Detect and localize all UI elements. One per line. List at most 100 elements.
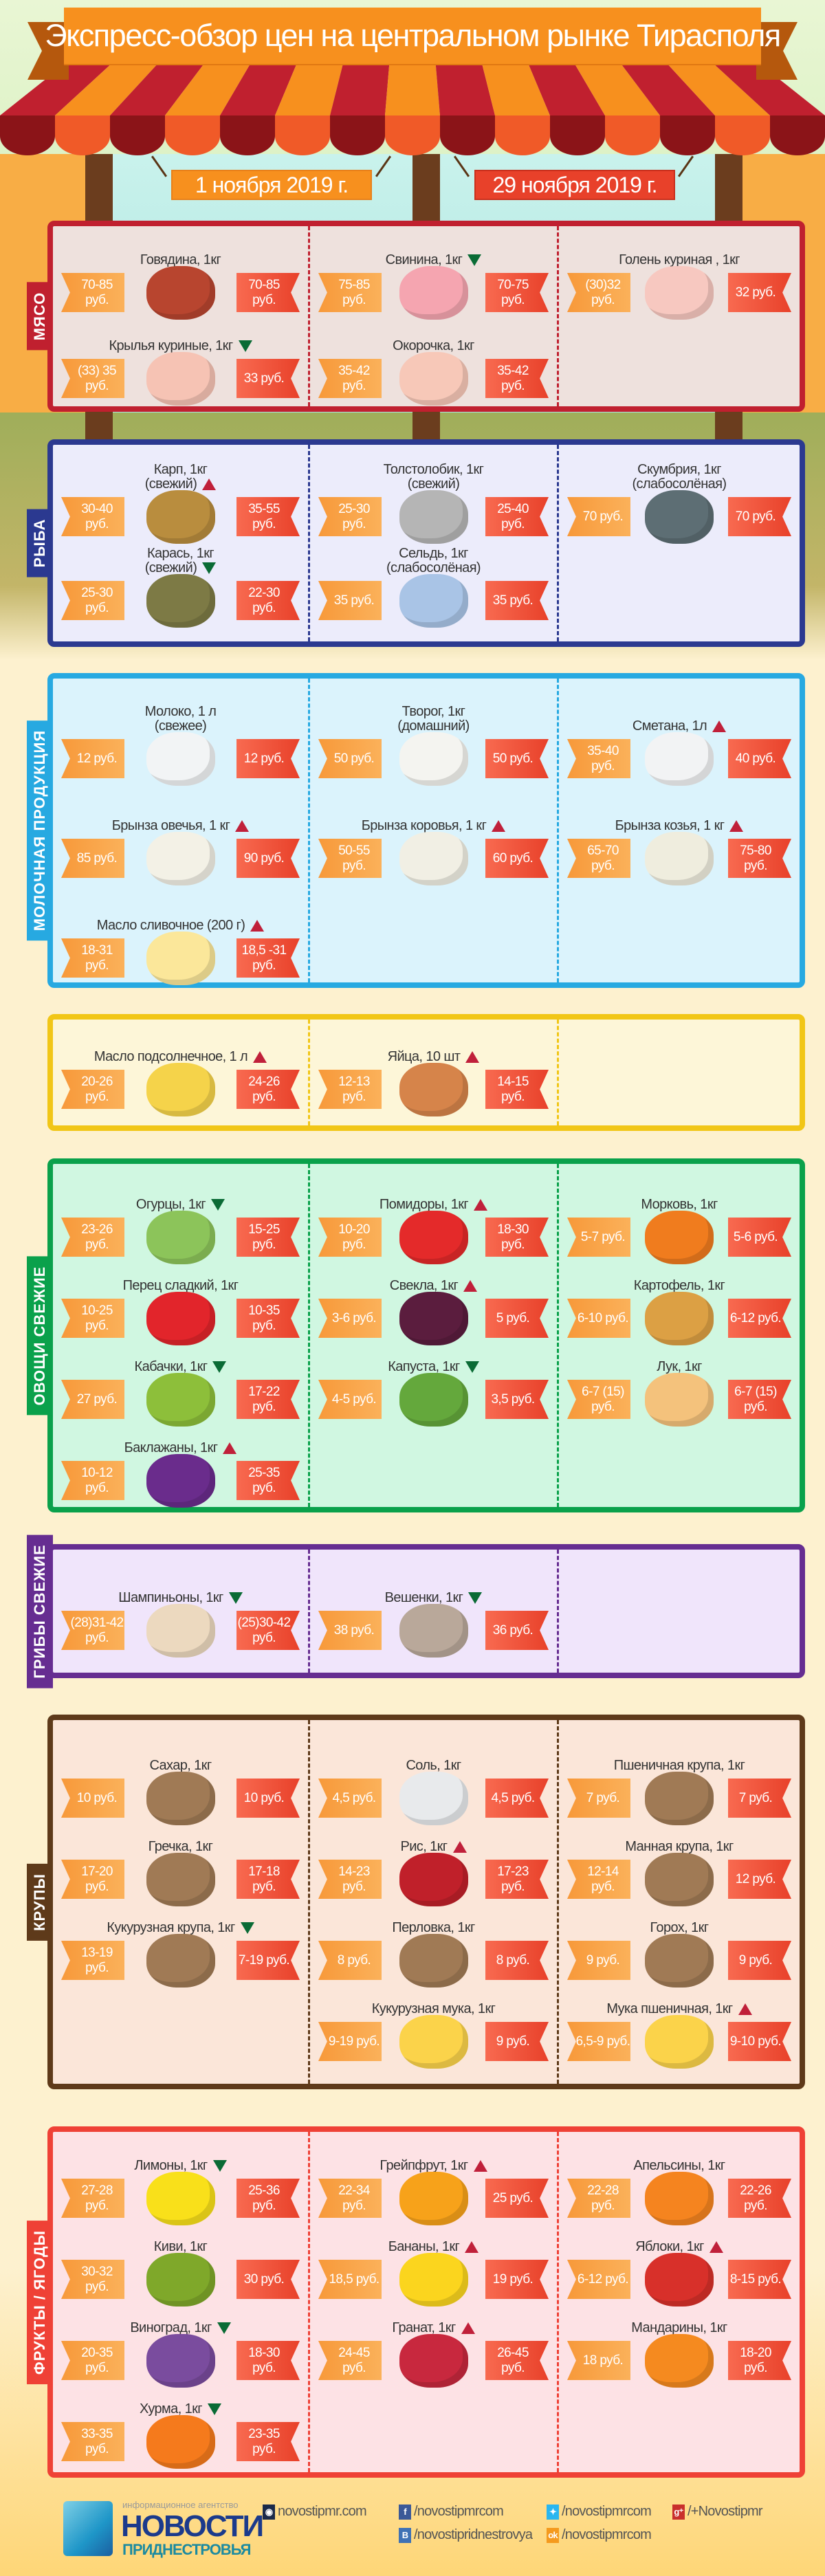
price-row: 65-70 руб. 75-80 руб. <box>559 831 800 885</box>
trend-up-icon <box>712 720 727 733</box>
old-price-tag: (30)32 руб. <box>567 273 630 312</box>
price-row: 22-34 руб. 25 руб. <box>310 2171 557 2225</box>
awning-scallop <box>495 115 550 155</box>
awning-scallop <box>440 115 495 155</box>
price-row: 75-85 руб. 70-75 руб. <box>310 265 557 320</box>
awning-scallop <box>550 115 605 155</box>
old-price-tag: 10 руб. <box>61 1779 124 1818</box>
awning-scallop <box>715 115 770 155</box>
new-price-tag: 30 руб. <box>236 2260 300 2299</box>
new-price-tag: 12 руб. <box>728 1860 791 1899</box>
barley-sack-icon <box>399 1933 468 1988</box>
section-label: ФРУКТЫ / ЯГОДЫ <box>27 2220 53 2384</box>
old-price-tag: 10-20 руб. <box>318 1218 382 1257</box>
social-link[interactable]: ok/novostipmrcom <box>547 2527 652 2543</box>
product-card: Бананы, 1кг 18,5 руб. 19 руб. <box>310 2218 557 2307</box>
price-row: (33) 35 руб. 33 руб. <box>53 351 308 406</box>
section-dairy: МОЛОЧНАЯ ПРОДУКЦИЯ Молоко, 1 л (свежее) 12… <box>27 673 805 988</box>
product-card: Вешенки, 1кг 38 руб. 36 руб. <box>310 1561 557 1658</box>
new-price-tag: 40 руб. <box>728 739 791 778</box>
price-column: Шампиньоны, 1кг (28)31-42 руб. (25)30-42 р… <box>53 1550 308 1673</box>
new-price-tag: 60 руб. <box>485 839 549 878</box>
awning <box>0 65 825 155</box>
section-oil: Масло подсолнечное, 1 л 20-26 руб. 24-26 р… <box>47 1014 805 1131</box>
social-link[interactable]: ◉ novostipmr.com <box>263 2504 367 2520</box>
product-name-row: Брынза овечья, 1 кг <box>53 819 308 833</box>
page-title: Экспресс-обзор цен на центральном рынке … <box>45 18 781 53</box>
product-name: Голень куриная , 1кг <box>619 252 740 267</box>
new-price-tag: 18-20 руб. <box>728 2341 791 2380</box>
price-row: 10-20 руб. 18-30 руб. <box>310 1210 557 1264</box>
product-card: Брынза козья, 1 кг 65-70 руб. 75-80 руб. <box>559 778 800 885</box>
old-price-tag: 20-26 руб. <box>61 1070 124 1109</box>
product-card: Говядина, 1кг 70-85 руб. 70-85 руб. <box>53 226 308 320</box>
awning-stripe <box>622 65 715 115</box>
old-price-tag: 6-7 (15) руб. <box>567 1380 630 1419</box>
old-price-tag: 6-12 руб. <box>567 2260 630 2299</box>
rice-bowl-icon <box>399 1852 468 1906</box>
price-column: Свинина, 1кг 75-85 руб. 70-75 руб. Окорочка… <box>308 226 557 406</box>
product-name-row: Лук, 1кг <box>559 1360 800 1374</box>
product-name-row: Толстолобик, 1кг (свежий) <box>310 463 557 492</box>
price-row: 4,5 руб. 4,5 руб. <box>310 1771 557 1825</box>
awning-scallop <box>770 115 825 155</box>
section-label: РЫБА <box>27 509 53 577</box>
new-price-tag: 26-45 руб. <box>485 2341 549 2380</box>
product-name: Шампиньоны, 1кг <box>118 1590 223 1605</box>
eggs-icon <box>399 1062 468 1116</box>
old-price-tag: (33) 35 руб. <box>61 359 124 398</box>
product-name-row: Сельдь, 1кг (слабосолёная) <box>310 547 557 575</box>
awning-scallop <box>220 115 275 155</box>
old-price-tag: 35-40 руб. <box>567 739 630 778</box>
price-row: 27 руб. 17-22 руб. <box>53 1372 308 1427</box>
price-row: 25-30 руб. 25-40 руб. <box>310 489 557 544</box>
price-column: Морковь, 1кг 5-7 руб. 5-6 руб. Картофель, 1… <box>557 1164 800 1507</box>
product-card: Творог, 1кг (домашний) 50 руб. 50 руб. <box>310 679 557 786</box>
product-name-row: Мука пшеничная, 1кг <box>559 2002 800 2016</box>
new-price-tag: 7 руб. <box>728 1779 791 1818</box>
old-price-tag: 20-35 руб. <box>61 2341 124 2380</box>
new-price-tag: 24-26 руб. <box>236 1070 300 1109</box>
new-price-tag: 6-12 руб. <box>728 1299 791 1338</box>
trend-down-icon <box>212 1361 227 1374</box>
price-row: 70-85 руб. 70-85 руб. <box>53 265 308 320</box>
price-row: 18,5 руб. 19 руб. <box>310 2252 557 2307</box>
product-card: Лук, 1кг 6-7 (15) руб. 6-7 (15) руб. <box>559 1338 800 1427</box>
new-price-tag: 18,5 -31 руб. <box>236 938 300 978</box>
awning-scallop <box>385 115 440 155</box>
product-name: Карась, 1кг (свежий) <box>144 546 214 575</box>
old-price-tag: 24-45 руб. <box>318 2341 382 2380</box>
new-price-tag: 9 руб. <box>485 2022 549 2061</box>
social-link[interactable]: В/novostipridnestrovya <box>399 2527 533 2543</box>
old-price-tag: 6-10 руб. <box>567 1299 630 1338</box>
product-card: Огурцы, 1кг 23-26 руб. 15-25 руб. <box>53 1176 308 1264</box>
price-column: Грейпфрут, 1кг 22-34 руб. 25 руб. Бананы, 1… <box>308 2132 557 2472</box>
price-column: Соль, 1кг 4,5 руб. 4,5 руб. Рис, 1кг 14-23 р… <box>308 1720 557 2084</box>
product-card: Горох, 1кг 9 руб. 9 руб. <box>559 1899 800 1988</box>
product-name-row: Крылья куриные, 1кг <box>53 339 308 353</box>
sugar-sack-icon <box>146 1771 215 1825</box>
product-card: Манная крупа, 1кг 12-14 руб. 12 руб. <box>559 1818 800 1906</box>
product-card: Апельсины, 1кг 22-28 руб. 22-26 руб. <box>559 2137 800 2225</box>
old-price-tag: 65-70 руб. <box>567 839 630 878</box>
awning-stripe <box>55 65 157 115</box>
social-link[interactable]: f/novostipmrcom <box>399 2504 504 2520</box>
tomato-icon <box>399 1210 468 1264</box>
price-row: 20-26 руб. 24-26 руб. <box>53 1062 308 1116</box>
social-link[interactable]: g⁺/+Novostipmr <box>672 2504 763 2520</box>
cottage-cheese-icon <box>399 731 468 786</box>
price-row: 22-28 руб. 22-26 руб. <box>559 2171 800 2225</box>
price-column: Сахар, 1кг 10 руб. 10 руб. Гречка, 1кг 17-20… <box>53 1720 308 2084</box>
new-price-tag: 22-26 руб. <box>728 2179 791 2218</box>
old-price-tag: 9-19 руб. <box>318 2022 382 2061</box>
old-price-tag: 9 руб. <box>567 1941 630 1980</box>
price-row: 35-42 руб. 35-42 руб. <box>310 351 557 406</box>
social-link[interactable]: ✦/novostipmrcom <box>547 2504 652 2520</box>
price-row: 9 руб. 9 руб. <box>559 1933 800 1988</box>
old-price-tag: 6,5-9 руб. <box>567 2022 630 2061</box>
new-price-tag: 9 руб. <box>728 1941 791 1980</box>
chicken-leg-icon <box>399 351 468 406</box>
trend-down-icon <box>212 2160 227 2172</box>
carrot-icon <box>645 1210 714 1264</box>
silver-carp-icon <box>399 489 468 544</box>
